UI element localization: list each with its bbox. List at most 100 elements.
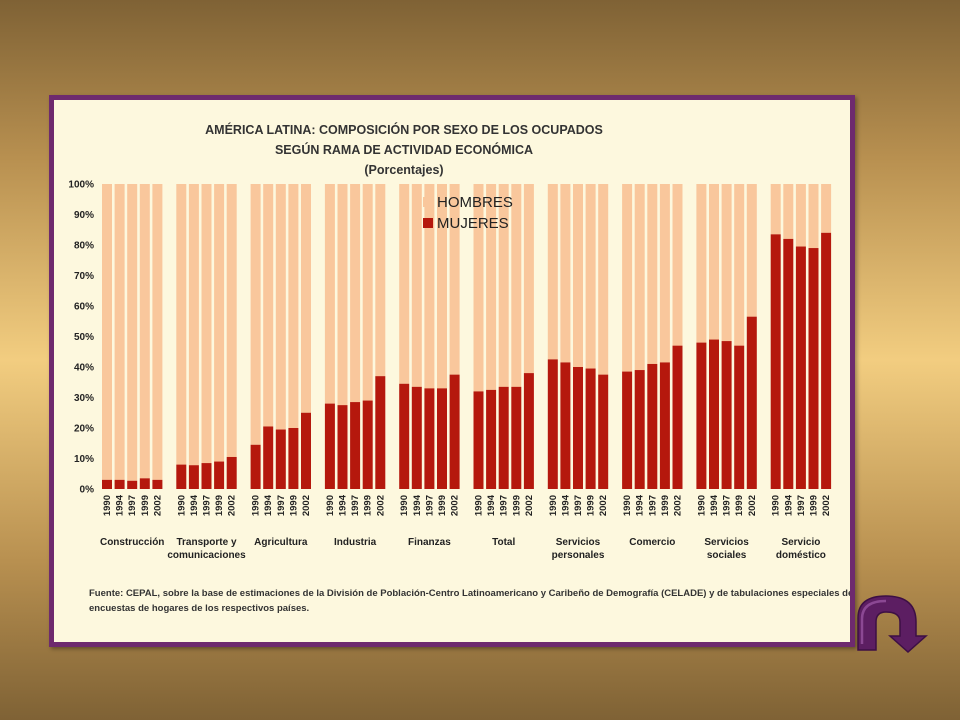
bar-hombres [523, 184, 534, 374]
year-label: 1999 [437, 495, 448, 516]
year-label: 1999 [734, 495, 745, 516]
bar-hombres [399, 184, 410, 384]
bar-hombres [188, 184, 199, 466]
year-label: 2002 [375, 495, 386, 516]
bar-hombres [573, 184, 583, 367]
year-label: 1994 [486, 494, 497, 516]
bar-hombres [201, 184, 212, 464]
y-tick-label: 40% [74, 363, 94, 374]
bar-hombres [770, 184, 781, 235]
year-label: 1994 [635, 494, 646, 516]
bar-hombres [808, 184, 819, 249]
bar-hombres [152, 184, 163, 480]
y-tick-label: 20% [74, 424, 94, 435]
year-label: 1999 [809, 495, 820, 516]
year-label: 2002 [152, 495, 163, 516]
category-label: Transporte y [176, 537, 236, 548]
category-label: Servicios [704, 537, 749, 548]
year-label: 1999 [214, 495, 225, 516]
category-label: sociales [707, 550, 747, 561]
chart-subtitle: (Porcentajes) [364, 163, 443, 177]
bar-mujeres [770, 234, 781, 489]
chart-title-line-1: AMÉRICA LATINA: COMPOSICIÓN POR SEXO DE … [205, 122, 603, 137]
bar-mujeres [734, 345, 745, 489]
year-label: 2002 [227, 495, 238, 516]
year-label: 2002 [524, 495, 535, 516]
y-tick-label: 80% [74, 241, 94, 252]
bar-mujeres [288, 428, 299, 489]
bar-mujeres [275, 429, 286, 489]
bar-hombres [288, 184, 299, 428]
year-label: 1994 [560, 494, 571, 516]
bar-mujeres [598, 374, 609, 489]
year-label: 1990 [251, 495, 262, 516]
year-label: 1997 [276, 495, 287, 516]
bar-mujeres [324, 403, 335, 489]
bar-hombres [127, 184, 138, 481]
category-label: doméstico [776, 550, 826, 561]
category-labels: Construcción Transporte y comunicaciones Ag… [100, 537, 826, 561]
category-label: Industria [334, 537, 377, 548]
bar-hombres [560, 184, 571, 363]
bar-mujeres [721, 341, 732, 489]
bar-mujeres [411, 386, 422, 489]
category-label: comunicaciones [167, 550, 246, 561]
curved-arrow-down-icon[interactable] [852, 592, 936, 656]
year-label: 1994 [709, 494, 720, 516]
year-label: 1994 [338, 494, 349, 516]
year-label: 2002 [598, 495, 609, 516]
bar-hombres [585, 184, 596, 369]
year-label: 2002 [673, 495, 684, 516]
bar-hombres [176, 184, 187, 465]
category-label: Servicio [781, 537, 820, 548]
bar-hombres [362, 184, 373, 401]
bar-hombres [337, 184, 348, 406]
bar-hombres [821, 184, 832, 233]
year-label: 1994 [783, 494, 794, 516]
legend-mujeres-swatch [423, 218, 433, 228]
bar-hombres [634, 184, 645, 371]
source-note: Fuente: CEPAL, sobre la base de estimaci… [89, 588, 850, 614]
bar-mujeres [547, 359, 558, 489]
year-label: 1994 [189, 494, 200, 516]
y-tick-label: 70% [74, 271, 94, 282]
bar-mujeres [647, 363, 658, 489]
bar-mujeres [573, 367, 583, 489]
bar-mujeres [114, 479, 125, 489]
bar-mujeres [350, 402, 361, 489]
bar-hombres [275, 184, 286, 430]
year-label: 1990 [176, 495, 187, 516]
bar-hombres [721, 184, 732, 342]
bar-mujeres [188, 465, 199, 489]
bar-mujeres [127, 480, 138, 489]
chart-title: AMÉRICA LATINA: COMPOSICIÓN POR SEXO DE … [205, 122, 603, 177]
year-label: 1990 [325, 495, 336, 516]
y-tick-label: 90% [74, 210, 94, 221]
y-tick-label: 60% [74, 302, 94, 313]
bar-hombres [139, 184, 150, 479]
bar-mujeres [585, 368, 596, 489]
bar-hombres [486, 184, 497, 390]
bar-mujeres [523, 373, 534, 489]
category-label: Comercio [629, 537, 675, 548]
bars [102, 184, 832, 490]
category-label: personales [552, 550, 605, 561]
bar-mujeres [696, 342, 707, 489]
bar-mujeres [226, 456, 237, 489]
y-axis: 0% 10% 20% 30% 40% 50% 60% 70% 80% 90% 100% [68, 180, 94, 496]
year-label: 1994 [115, 494, 126, 516]
bar-mujeres [634, 370, 645, 489]
bar-mujeres [449, 374, 460, 489]
bar-hombres [102, 184, 112, 480]
bar-mujeres [337, 405, 348, 489]
year-label: 1999 [288, 495, 299, 516]
y-tick-label: 30% [74, 393, 94, 404]
year-label: 2002 [747, 495, 758, 516]
bar-mujeres [746, 316, 757, 489]
bar-mujeres [808, 248, 819, 489]
bar-mujeres [301, 412, 311, 489]
year-label: 1997 [202, 495, 213, 516]
category-label: Agricultura [254, 537, 308, 548]
bar-mujeres [795, 246, 806, 489]
legend-mujeres-label: MUJERES [437, 215, 509, 232]
